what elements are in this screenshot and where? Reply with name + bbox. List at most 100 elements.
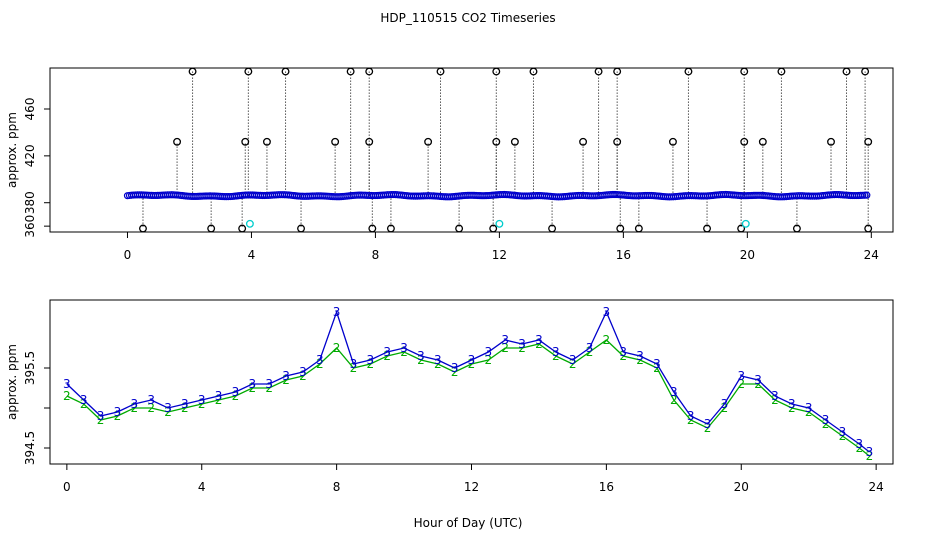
series-point-2: 2 xyxy=(855,441,863,455)
series-point-2: 2 xyxy=(636,353,644,367)
series-point-2: 2 xyxy=(232,389,240,403)
spike-mid-point xyxy=(740,137,749,146)
spike-mid-point xyxy=(241,137,250,146)
series-point-3: 3 xyxy=(788,397,796,411)
series-point-2: 2 xyxy=(350,361,358,375)
series-point-2: 2 xyxy=(839,429,847,443)
series-point-2: 2 xyxy=(687,413,695,427)
spike-mid-point xyxy=(758,137,767,146)
bottom-y-tick-label: 395.5 xyxy=(23,351,37,385)
series-point-3: 3 xyxy=(265,377,273,391)
series-point-3: 3 xyxy=(603,305,611,319)
series-point-3: 3 xyxy=(316,353,324,367)
top-y-tick-label: 460 xyxy=(23,98,37,121)
spike-mid-point xyxy=(424,137,433,146)
bottom-x-tick-label: 4 xyxy=(198,480,206,494)
series-point-2: 2 xyxy=(215,393,223,407)
series-point-3: 3 xyxy=(299,365,307,379)
series-point-2: 2 xyxy=(569,357,577,371)
series-point-3: 3 xyxy=(704,417,712,431)
spike-high-point xyxy=(613,67,622,76)
bottom-y-axis-label: approx. ppm xyxy=(5,344,19,420)
series-point-2: 2 xyxy=(265,381,273,395)
series-point-3: 3 xyxy=(164,401,172,415)
top-plot-frame xyxy=(49,67,894,233)
bottom-x-tick-label: 8 xyxy=(333,480,341,494)
series-point-3: 3 xyxy=(687,409,695,423)
series-point-3: 3 xyxy=(434,353,442,367)
spike-high-point xyxy=(842,67,851,76)
series-point-2: 2 xyxy=(114,409,122,423)
series-point-2: 2 xyxy=(299,369,307,383)
series-point-3: 3 xyxy=(653,357,661,371)
top-x-tick-label: 8 xyxy=(372,248,380,262)
spike-low-point xyxy=(207,224,216,233)
series-point-2: 2 xyxy=(80,397,88,411)
top-y-axis-label: approx. ppm xyxy=(5,112,19,188)
series-point-2: 2 xyxy=(737,377,745,391)
spike-high-point xyxy=(492,67,501,76)
series-point-2: 2 xyxy=(400,345,408,359)
top-x-tick-label: 16 xyxy=(616,248,631,262)
cyan-point xyxy=(495,219,504,228)
series-point-2: 2 xyxy=(97,413,105,427)
series-point-3: 3 xyxy=(383,345,391,359)
spike-mid-point xyxy=(613,137,622,146)
spike-high-point xyxy=(281,67,290,76)
series-point-2: 2 xyxy=(130,401,138,415)
series-point-2: 2 xyxy=(586,345,594,359)
spike-high-point xyxy=(346,67,355,76)
series-point-3: 3 xyxy=(97,409,105,423)
series-point-2: 2 xyxy=(653,361,661,375)
spike-high-point xyxy=(740,67,749,76)
series-point-3: 3 xyxy=(215,389,223,403)
series-point-2: 2 xyxy=(603,333,611,347)
series-point-3: 3 xyxy=(855,437,863,451)
series-point-2: 2 xyxy=(721,401,729,415)
series-point-3: 3 xyxy=(518,337,526,351)
spike-mid-point xyxy=(262,137,271,146)
series-point-3: 3 xyxy=(114,405,122,419)
series-point-2: 2 xyxy=(147,401,155,415)
spike-low-point xyxy=(548,224,557,233)
series-point-2: 2 xyxy=(316,357,324,371)
series-point-3: 3 xyxy=(147,393,155,407)
spike-mid-point xyxy=(864,137,873,146)
baseline-point xyxy=(863,191,871,199)
series-line-2 xyxy=(66,339,870,457)
top-x-tick-label: 0 xyxy=(124,248,132,262)
spike-mid-point xyxy=(669,137,677,146)
series-point-2: 2 xyxy=(518,341,526,355)
series-point-3: 3 xyxy=(333,305,341,319)
series-point-3: 3 xyxy=(535,333,543,347)
bottom-x-tick-label: 12 xyxy=(464,480,479,494)
top-y-tick-label: 380 xyxy=(23,191,37,214)
top-x-tick-label: 4 xyxy=(248,248,256,262)
series-point-2: 2 xyxy=(788,401,796,415)
series-point-3: 3 xyxy=(721,397,729,411)
series-point-2: 2 xyxy=(552,349,560,363)
bottom-x-axis: 0 4 8 12 16 20 24 xyxy=(63,464,884,494)
series-point-2: 2 xyxy=(383,349,391,363)
spike-low-point xyxy=(139,224,147,233)
series-point-3: 3 xyxy=(771,389,779,403)
series-point-2: 2 xyxy=(866,449,874,463)
bottom-panel: 0 4 8 12 16 20 24 394.5 395.5 approx. ppm Hour … xyxy=(5,299,894,530)
series-point-2: 2 xyxy=(485,353,493,367)
series-point-3: 3 xyxy=(822,413,830,427)
top-x-axis: 0 4 8 12 16 20 24 xyxy=(124,232,879,262)
series-point-3: 3 xyxy=(737,369,745,383)
series-point-2: 2 xyxy=(417,353,425,367)
series-point-3: 3 xyxy=(80,393,88,407)
spike-low-point xyxy=(864,224,873,233)
series-point-2: 2 xyxy=(704,421,712,435)
spike-mid-point xyxy=(365,137,374,146)
series-point-3: 3 xyxy=(367,353,375,367)
spike-high-point xyxy=(777,67,786,76)
spike-high-point xyxy=(594,67,603,76)
top-x-tick-label: 24 xyxy=(864,248,879,262)
series-point-2: 2 xyxy=(434,357,442,371)
series-point-2: 2 xyxy=(282,373,290,387)
